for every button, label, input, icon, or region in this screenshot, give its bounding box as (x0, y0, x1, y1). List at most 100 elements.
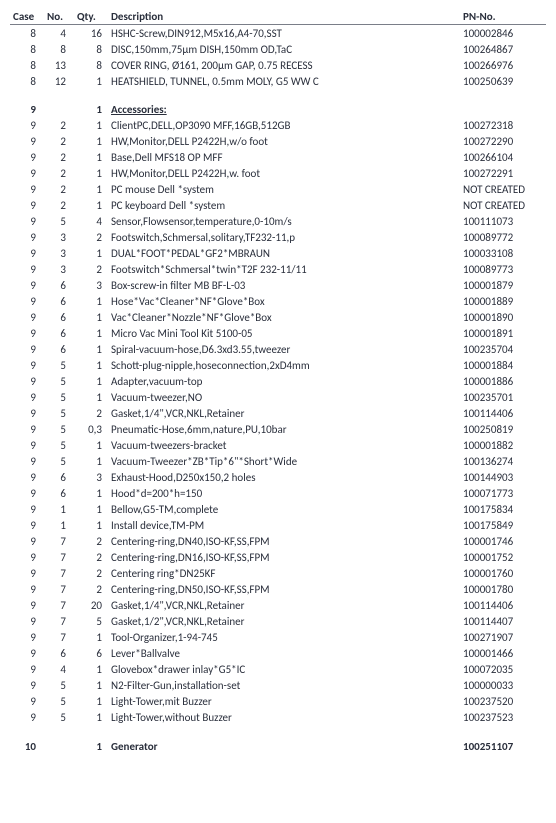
table-row: 911Install device,TM-PM100175849 (10, 518, 546, 534)
cell-pn: 100272290 (460, 134, 546, 150)
cell-qty: 1 (74, 630, 108, 646)
cell-desc: Gasket,1/4",VCR,NKL,Retainer (108, 406, 460, 422)
cell-no: 5 (44, 422, 74, 438)
col-no: No. (44, 8, 74, 25)
cell-qty: 2 (74, 534, 108, 550)
cell-case: 9 (10, 630, 44, 646)
cell-no: 1 (44, 518, 74, 534)
cell-no: 5 (44, 358, 74, 374)
cell-case: 9 (10, 502, 44, 518)
cell-qty: 2 (74, 582, 108, 598)
cell-no: 13 (44, 57, 74, 73)
cell-qty: 2 (74, 230, 108, 246)
table-row: 961Spiral-vacuum-hose,D6.3xd3.55,tweezer… (10, 342, 546, 358)
cell-desc: Lever*Ballvalve (108, 646, 460, 662)
cell-no: 7 (44, 630, 74, 646)
cell-qty: 1 (74, 694, 108, 710)
table-row: 954Sensor,Flowsensor,temperature,0-10m/s… (10, 214, 546, 230)
cell-pn: 100072035 (460, 662, 546, 678)
cell-no: 8 (44, 41, 74, 57)
table-row: 921HW,Monitor,DELL P2422H,w/o foot100272… (10, 134, 546, 150)
cell-desc: Footswitch*Schmersal*twin*T2F 232-11/11 (108, 262, 460, 278)
cell-pn: 100000033 (460, 678, 546, 694)
cell-pn: 100266976 (460, 57, 546, 73)
cell-desc: Vacuum-Tweezer*ZB*Tip*6"*Short*Wide (108, 454, 460, 470)
table-row: 921PC keyboard Dell *systemNOT CREATED (10, 198, 546, 214)
cell-case: 8 (10, 73, 44, 89)
cell-no: 6 (44, 326, 74, 342)
cell-no: 2 (44, 118, 74, 134)
cell-pn: 100237523 (460, 710, 546, 726)
cell-no: 5 (44, 454, 74, 470)
cell-pn: 100001466 (460, 646, 546, 662)
cell-qty: 1 (74, 710, 108, 726)
cell-pn: 100235701 (460, 390, 546, 406)
cell-desc: Light-Tower,without Buzzer (108, 710, 460, 726)
cell-case: 9 (10, 118, 44, 134)
cell-case: 9 (10, 646, 44, 662)
cell-pn: NOT CREATED (460, 198, 546, 214)
cell-case: 10 (10, 726, 44, 755)
cell-case: 9 (10, 438, 44, 454)
cell-pn: 100001780 (460, 582, 546, 598)
cell-desc: Light-Tower,mit Buzzer (108, 694, 460, 710)
cell-no: 2 (44, 198, 74, 214)
cell-no: 7 (44, 598, 74, 614)
cell-qty: 1 (74, 89, 108, 118)
table-row: 8121HEATSHIELD, TUNNEL, 0.5mm MOLY, G5 W… (10, 73, 546, 89)
cell-qty: 1 (74, 486, 108, 502)
cell-case: 9 (10, 454, 44, 470)
cell-pn: 100251107 (460, 726, 546, 755)
table-row: 932Footswitch,Schmersal,solitary,TF232-1… (10, 230, 546, 246)
cell-pn (460, 89, 546, 118)
table-row: 961Hose*Vac*Cleaner*NF*Glove*Box10000188… (10, 294, 546, 310)
cell-pn: 100266104 (460, 150, 546, 166)
cell-desc: Gasket,1/4",VCR,NKL,Retainer (108, 598, 460, 614)
cell-case: 9 (10, 518, 44, 534)
cell-desc: HW,Monitor,DELL P2422H,w. foot (108, 166, 460, 182)
cell-desc: DISC,150mm,75µm DISH,150mm OD,TaC (108, 41, 460, 57)
cell-pn: 100002846 (460, 25, 546, 42)
cell-qty: 3 (74, 470, 108, 486)
table-row: 951Schott-plug-nipple,hoseconnection,2xD… (10, 358, 546, 374)
cell-desc: Pneumatic-Hose,6mm,nature,PU,10bar (108, 422, 460, 438)
cell-case: 9 (10, 262, 44, 278)
table-row: 951Light-Tower,without Buzzer100237523 (10, 710, 546, 726)
cell-no: 12 (44, 73, 74, 89)
cell-pn: 100272318 (460, 118, 546, 134)
cell-desc: Vac*Cleaner*Nozzle*NF*Glove*Box (108, 310, 460, 326)
cell-case: 9 (10, 326, 44, 342)
cell-qty: 1 (74, 454, 108, 470)
table-row: 911Bellow,G5-TM,complete100175834 (10, 502, 546, 518)
cell-pn: 100001884 (460, 358, 546, 374)
cell-no: 6 (44, 310, 74, 326)
cell-desc: Vacuum-tweezer,NO (108, 390, 460, 406)
cell-qty: 1 (74, 150, 108, 166)
cell-qty: 0,3 (74, 422, 108, 438)
table-row: 921HW,Monitor,DELL P2422H,w. foot1002722… (10, 166, 546, 182)
cell-case: 9 (10, 214, 44, 230)
col-qty: Qty. (74, 8, 108, 25)
table-row: 972Centering-ring,DN50,ISO-KF,SS,FPM1000… (10, 582, 546, 598)
cell-desc: Install device,TM-PM (108, 518, 460, 534)
cell-pn: 100175834 (460, 502, 546, 518)
col-pn: PN-No. (460, 8, 546, 25)
cell-pn: 100175849 (460, 518, 546, 534)
cell-desc: Hose*Vac*Cleaner*NF*Glove*Box (108, 294, 460, 310)
cell-case: 8 (10, 25, 44, 42)
cell-qty: 20 (74, 598, 108, 614)
cell-desc: Centering ring*DN25KF (108, 566, 460, 582)
cell-qty: 1 (74, 438, 108, 454)
table-row: 9720Gasket,1/4",VCR,NKL,Retainer10011440… (10, 598, 546, 614)
cell-desc: ClientPC,DELL,OP3090 MFF,16GB,512GB (108, 118, 460, 134)
cell-desc: DUAL*FOOT*PEDAL*GF2*MBRAUN (108, 246, 460, 262)
cell-case: 9 (10, 406, 44, 422)
cell-qty: 3 (74, 278, 108, 294)
cell-desc: Centering-ring,DN50,ISO-KF,SS,FPM (108, 582, 460, 598)
table-row: 941Glovebox*drawer inlay*G5*IC100072035 (10, 662, 546, 678)
cell-pn: 100089773 (460, 262, 546, 278)
cell-no: 5 (44, 406, 74, 422)
cell-qty: 1 (74, 390, 108, 406)
table-row: 961Micro Vac Mini Tool Kit 5100-05100001… (10, 326, 546, 342)
cell-desc: HEATSHIELD, TUNNEL, 0.5mm MOLY, G5 WW C (108, 73, 460, 89)
